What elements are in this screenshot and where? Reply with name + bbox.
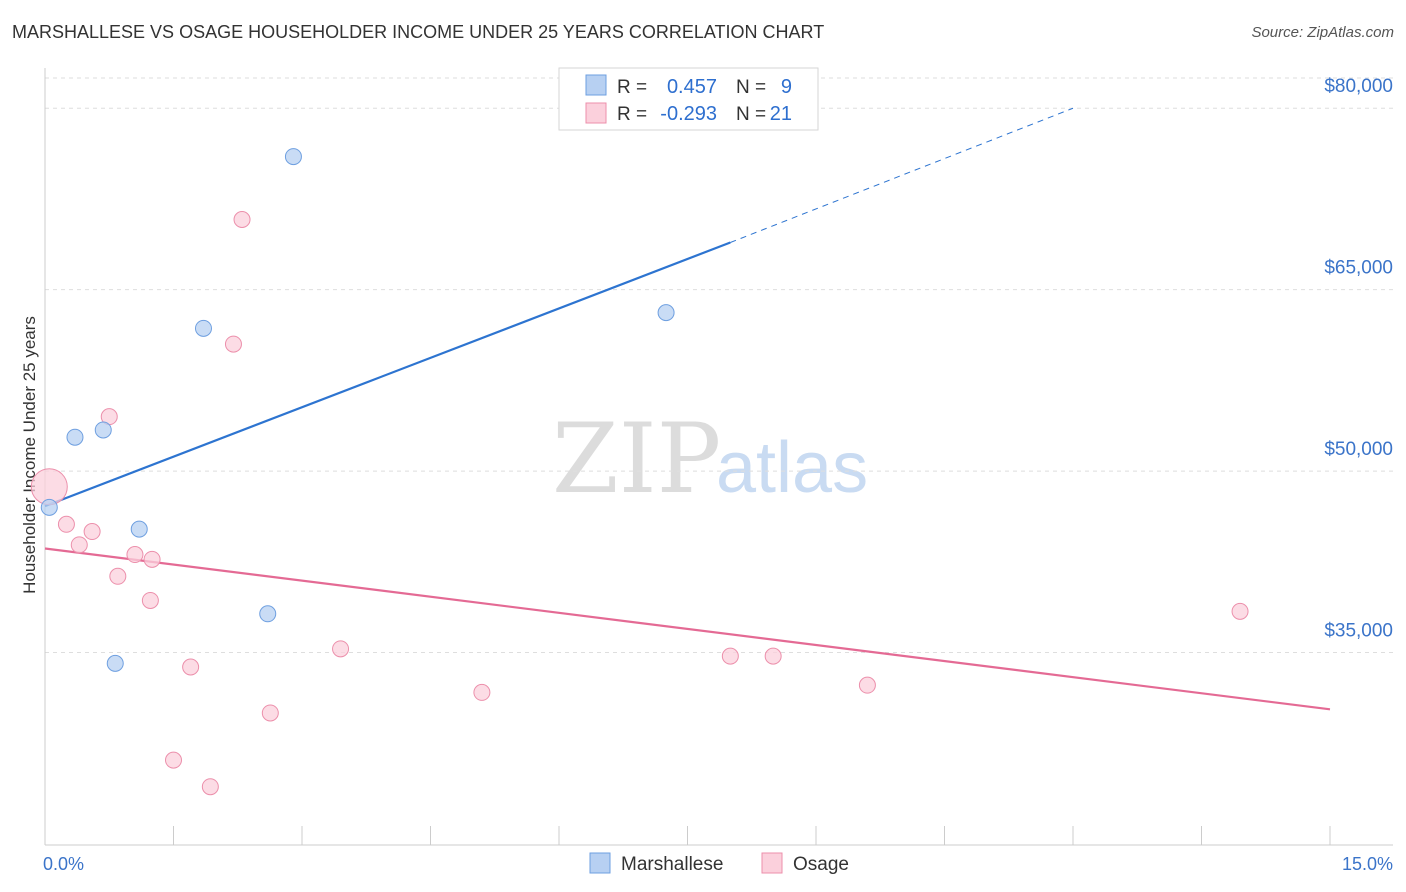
y-axis-label: Householder Income Under 25 years bbox=[20, 316, 39, 594]
y-tick-label: $80,000 bbox=[1324, 76, 1393, 97]
watermark: ZIP atlas bbox=[552, 403, 868, 515]
point-marshallese bbox=[284, 148, 302, 166]
trend-line-marshallese bbox=[44, 241, 731, 508]
point-osage bbox=[182, 658, 200, 676]
legend-r-label-1: R = bbox=[617, 77, 647, 98]
gridlines bbox=[45, 77, 1393, 653]
point-osage bbox=[201, 778, 219, 796]
legend-r-value-2: -0.293 bbox=[660, 103, 717, 125]
point-osage bbox=[1231, 602, 1249, 620]
legend-swatch-osage bbox=[585, 102, 607, 124]
point-osage bbox=[858, 676, 876, 694]
point-osage bbox=[143, 550, 161, 568]
x-tick-label: 0.0% bbox=[43, 854, 84, 874]
trend-line-osage bbox=[44, 547, 1331, 711]
legend-n-value-1: 9 bbox=[781, 76, 792, 98]
axes bbox=[44, 68, 1393, 846]
y-tick-labels: $35,000 $50,000 $65,000 $80,000 bbox=[1324, 76, 1393, 641]
bottom-legend-swatch-marshallese bbox=[589, 852, 611, 874]
bottom-legend: Marshallese Osage bbox=[589, 852, 849, 875]
x-tick-labels: 0.0% 15.0% bbox=[43, 854, 1393, 874]
point-osage bbox=[126, 546, 144, 564]
chart-title: MARSHALLESE VS OSAGE HOUSEHOLDER INCOME … bbox=[12, 22, 825, 42]
data-points bbox=[30, 148, 1249, 796]
point-osage bbox=[473, 683, 491, 701]
legend-r-value-1: 0.457 bbox=[667, 76, 717, 98]
source-credit: Source: ZipAtlas.com bbox=[1251, 24, 1394, 41]
point-osage bbox=[764, 647, 782, 665]
point-marshallese bbox=[106, 654, 124, 672]
bottom-legend-osage: Osage bbox=[793, 854, 849, 875]
x-tick-label: 15.0% bbox=[1342, 854, 1393, 874]
legend-box: R = 0.457 N = 9 R = -0.293 N = 21 bbox=[558, 67, 819, 131]
point-osage bbox=[57, 515, 75, 533]
point-marshallese bbox=[194, 319, 212, 337]
point-osage bbox=[224, 335, 242, 353]
point-marshallese bbox=[657, 304, 675, 322]
point-osage bbox=[332, 640, 350, 658]
legend-r-label-2: R = bbox=[617, 104, 647, 125]
trend-lines bbox=[44, 107, 1331, 711]
point-osage bbox=[83, 523, 101, 541]
point-osage bbox=[165, 751, 182, 769]
watermark-atlas: atlas bbox=[716, 428, 868, 508]
legend-swatch-marshallese bbox=[585, 74, 607, 96]
point-marshallese bbox=[130, 520, 148, 538]
y-tick-label: $35,000 bbox=[1324, 620, 1393, 641]
point-osage bbox=[721, 647, 739, 665]
y-tick-label: $50,000 bbox=[1324, 439, 1393, 460]
point-osage bbox=[109, 567, 127, 585]
point-osage bbox=[70, 536, 88, 554]
watermark-zip: ZIP bbox=[552, 403, 721, 515]
legend-n-value-2: 21 bbox=[770, 103, 792, 125]
point-osage bbox=[141, 591, 159, 609]
y-tick-label: $65,000 bbox=[1324, 258, 1393, 279]
point-marshallese bbox=[40, 498, 58, 516]
point-osage bbox=[261, 704, 279, 722]
point-osage bbox=[233, 211, 251, 229]
bottom-legend-marshallese: Marshallese bbox=[621, 854, 723, 875]
legend-n-label-2: N = bbox=[736, 104, 766, 125]
bottom-legend-swatch-osage bbox=[761, 852, 783, 874]
legend-n-label-1: N = bbox=[736, 77, 766, 98]
point-marshallese bbox=[94, 421, 112, 439]
point-marshallese bbox=[259, 605, 277, 623]
point-marshallese bbox=[66, 428, 84, 446]
